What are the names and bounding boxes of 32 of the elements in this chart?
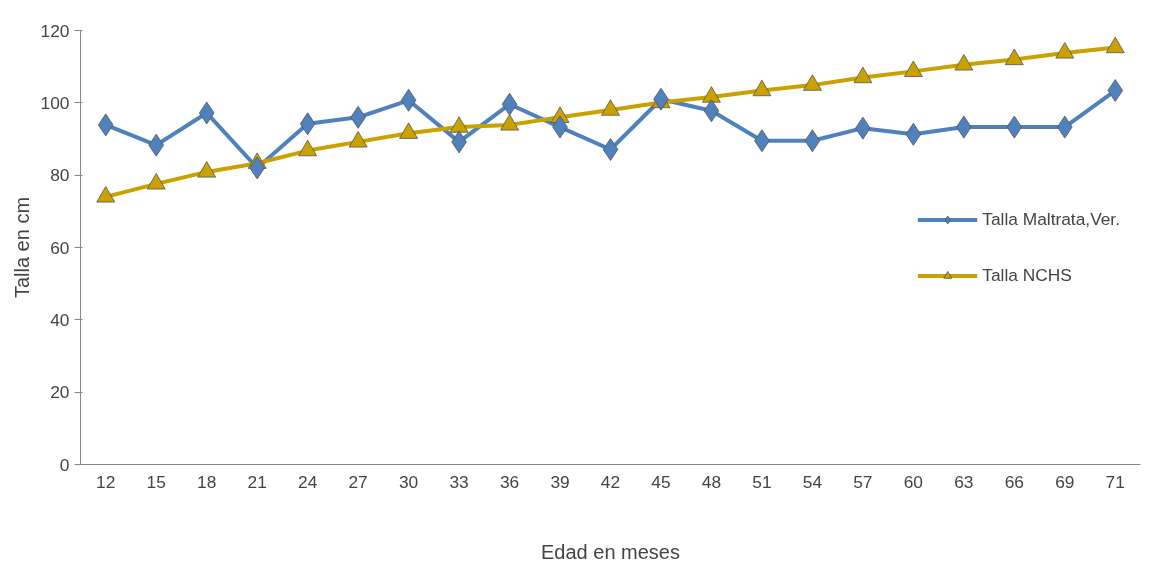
y-tick-label: 20 [50,382,70,403]
legend-label: Talla Maltrata,Ver. [982,208,1120,230]
x-tick-label: 66 [1004,471,1024,492]
x-tick-label: 18 [197,471,217,492]
x-tick-label: 71 [1105,471,1125,492]
y-axis-title: Talla en cm [10,196,33,299]
x-tick-label: 69 [1055,471,1075,492]
y-tick-label: 60 [50,237,70,258]
x-axis-title: Edad en meses [541,540,680,563]
y-tick-label: 120 [40,20,70,41]
x-tick-label: 24 [298,471,318,492]
x-tick-label: 45 [651,471,671,492]
x-tick-label: 21 [247,471,267,492]
x-tick-label: 27 [348,471,368,492]
x-tick-label: 57 [853,471,873,492]
x-tick-label: 51 [752,471,772,492]
x-tick-label: 15 [146,471,166,492]
x-tick-label: 33 [449,471,469,492]
x-tick-label: 30 [398,471,419,492]
x-tick-label: 48 [701,471,722,492]
y-tick-label: 0 [59,454,70,475]
x-tick-label: 42 [600,471,621,492]
y-tick-label: 80 [50,165,70,186]
x-tick-label: 54 [802,471,823,492]
y-tick-label: 100 [40,92,70,113]
x-tick-label: 63 [954,471,974,492]
legend-label: Talla NCHS [982,264,1072,286]
x-tick-label: 39 [550,471,570,492]
y-tick-label: 40 [50,309,70,330]
x-tick-label: 36 [499,471,520,492]
x-tick-label: 12 [96,471,116,492]
x-tick-label: 60 [903,471,923,492]
